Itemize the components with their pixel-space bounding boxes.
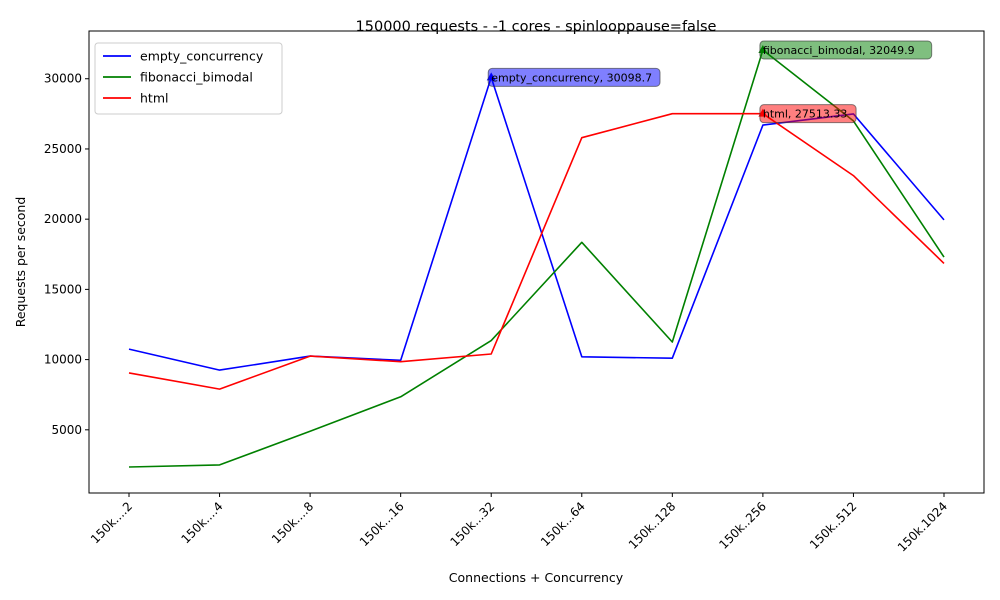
annotation-label: fibonacci_bimodal, 32049.9 [763,44,915,57]
y-tick-label: 15000 [44,282,82,296]
annotation-label: html, 27513.33 [763,108,848,121]
legend-label: empty_concurrency [140,49,264,64]
y-tick-label: 25000 [44,142,82,156]
plot-area: empty_concurrency, 30098.7 fibonacci_bimo… [128,40,945,468]
y-tick-label: 30000 [44,72,82,86]
y-axis-label: Requests per second [13,197,28,328]
annotation-box [487,67,661,87]
legend-label: html [140,91,168,106]
series-line-fibonacci_bimodal [128,49,945,468]
legend-label: fibonacci_bimodal [140,70,253,85]
chart-title: 150000 requests - -1 cores - spinlooppau… [356,19,717,35]
plot-frame [88,30,985,494]
y-tick-label: 5000 [51,423,82,437]
annotation-label: empty_concurrency, 30098.7 [491,71,652,84]
legend-box [94,42,283,115]
series-line-html [128,112,945,390]
annotation-box [759,104,857,124]
x-axis-label: Connections + Concurrency [449,570,624,585]
y-tick-label: 20000 [44,212,82,226]
annotation-box [759,40,933,60]
y-tick-label: 10000 [44,353,82,367]
